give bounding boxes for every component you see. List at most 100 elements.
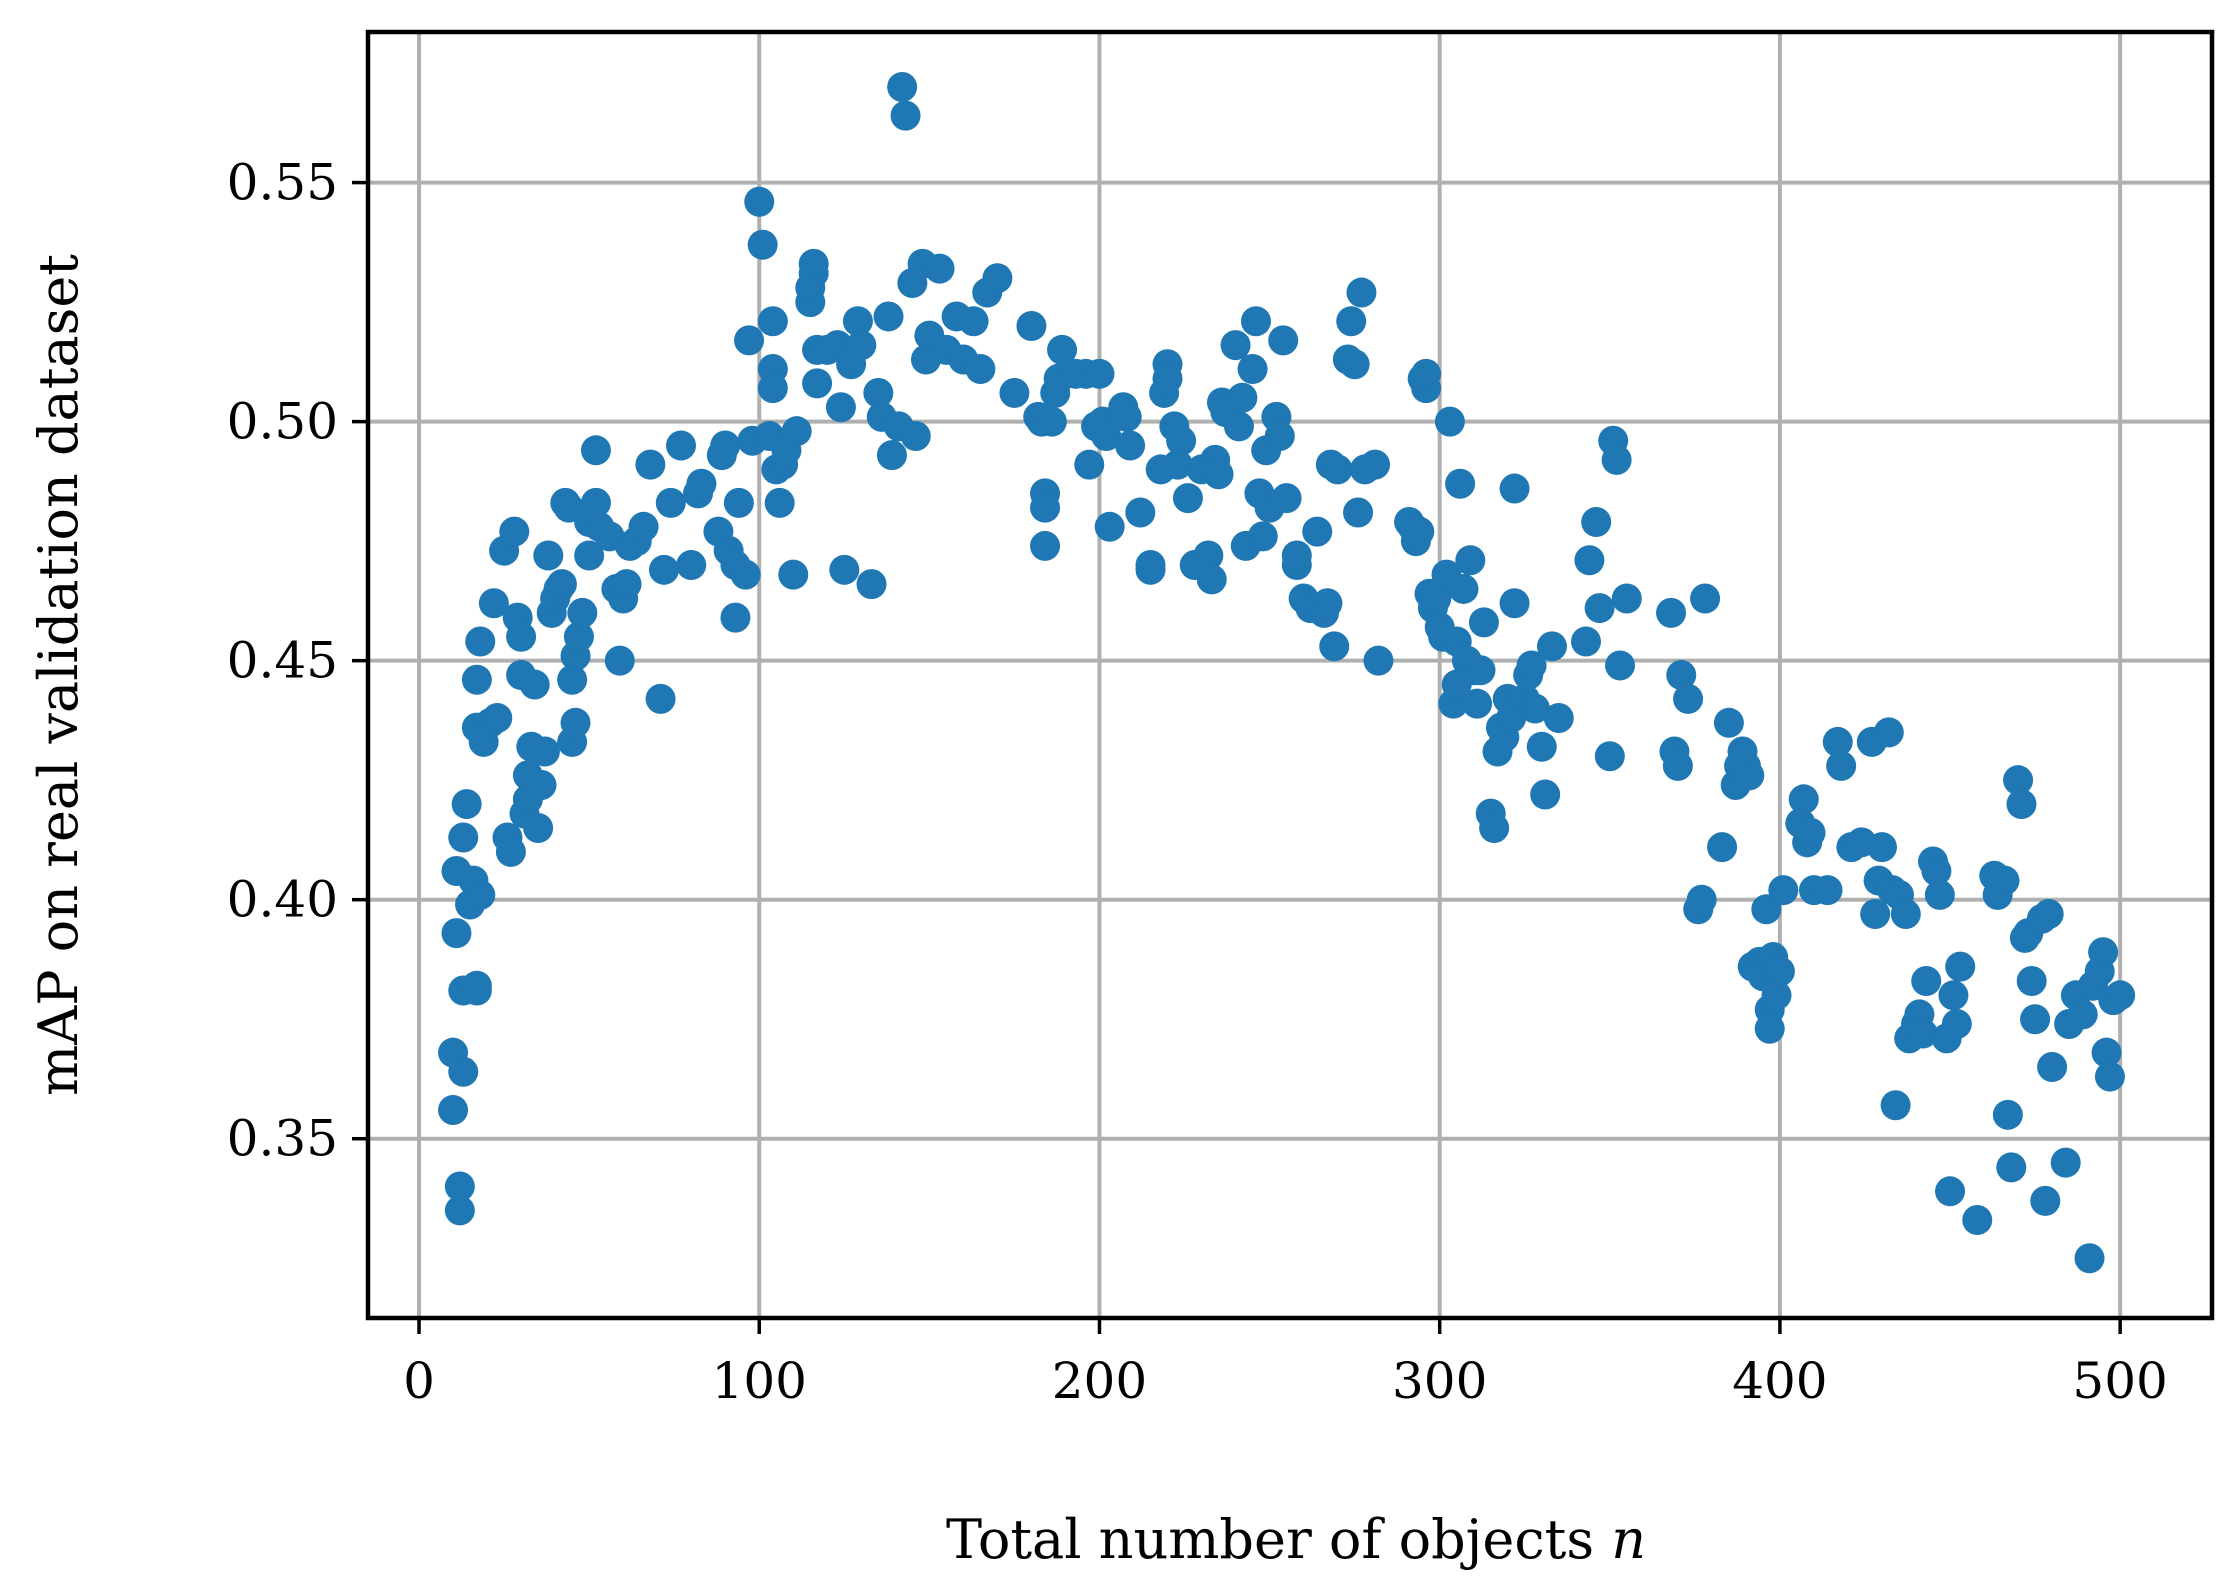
data-point <box>842 306 873 337</box>
data-point <box>1319 631 1350 662</box>
data-point <box>628 511 659 542</box>
data-point <box>499 516 530 547</box>
data-point <box>1135 554 1166 585</box>
data-point <box>1996 1152 2027 1183</box>
data-point <box>1312 588 1343 619</box>
data-point <box>1812 875 1843 906</box>
data-point <box>1411 358 1442 389</box>
data-point <box>560 707 591 738</box>
data-point <box>1264 420 1295 451</box>
data-point <box>1890 899 1921 930</box>
data-point <box>1479 812 1510 843</box>
data-point <box>580 487 611 518</box>
data-point <box>465 626 496 657</box>
data-point <box>676 550 707 581</box>
data-point <box>1992 1099 2023 1130</box>
data-point <box>1302 516 1333 547</box>
data-point <box>645 683 676 714</box>
data-point <box>1911 965 1942 996</box>
x-tick-label: 200 <box>1052 1352 1147 1410</box>
data-point <box>1594 741 1625 772</box>
data-point <box>648 554 679 585</box>
data-point <box>1907 1018 1938 1049</box>
data-point <box>604 645 635 676</box>
data-point <box>1237 354 1268 385</box>
data-point <box>764 487 795 518</box>
y-tick-label: 0.35 <box>227 1110 338 1168</box>
data-point <box>2006 789 2037 820</box>
data-point <box>1346 277 1377 308</box>
data-point <box>1751 894 1782 925</box>
data-point <box>1240 306 1271 337</box>
data-point <box>1196 564 1227 595</box>
data-point <box>1656 597 1687 628</box>
data-point <box>1866 832 1897 863</box>
data-point <box>1363 645 1394 676</box>
data-point <box>863 377 894 408</box>
data-point <box>1220 330 1251 361</box>
data-point <box>856 569 887 600</box>
data-point <box>781 416 812 447</box>
data-point <box>778 559 809 590</box>
data-point <box>1734 760 1765 791</box>
data-point <box>1570 626 1601 657</box>
data-point <box>1111 401 1142 432</box>
data-point <box>482 703 513 734</box>
data-point <box>526 769 557 800</box>
data-point <box>1281 540 1312 571</box>
data-point <box>1924 879 1955 910</box>
data-point <box>1686 884 1717 915</box>
data-point <box>465 879 496 910</box>
data-point <box>1421 583 1452 614</box>
data-point <box>686 468 717 499</box>
data-point <box>1666 660 1697 690</box>
data-point <box>924 253 955 284</box>
data-point <box>1938 980 1969 1011</box>
data-point <box>1530 779 1561 810</box>
data-point <box>1945 951 1976 982</box>
data-point <box>1016 311 1047 342</box>
data-point <box>1227 382 1258 413</box>
data-point <box>1047 334 1078 365</box>
data-point <box>1584 593 1615 624</box>
data-point <box>757 306 788 337</box>
data-point <box>747 229 778 260</box>
data-point <box>1036 406 1067 437</box>
data-point <box>441 918 472 949</box>
data-point <box>529 736 560 767</box>
data-point <box>1860 899 1891 930</box>
data-point <box>1795 817 1826 848</box>
data-point <box>1091 420 1122 451</box>
data-point <box>710 430 741 461</box>
data-point <box>533 540 564 571</box>
data-point <box>802 368 833 399</box>
data-point <box>1707 832 1738 863</box>
data-point <box>519 669 550 700</box>
data-point <box>1125 497 1156 528</box>
data-point <box>1468 607 1499 638</box>
data-point <box>1516 650 1547 681</box>
x-axis-label-variable: n <box>1611 1508 1646 1571</box>
data-point <box>1543 703 1574 734</box>
data-point <box>730 559 761 590</box>
data-point <box>887 71 918 102</box>
data-point <box>2094 1061 2125 1092</box>
data-point <box>1611 583 1642 614</box>
x-axis-label: Total number of objects n <box>946 1508 1646 1571</box>
data-point <box>451 789 482 820</box>
data-point <box>1322 454 1353 485</box>
data-point <box>1761 980 1792 1011</box>
data-point <box>2091 1037 2122 1068</box>
data-point <box>478 588 509 619</box>
data-point <box>1673 683 1704 714</box>
y-tick-label: 0.40 <box>227 871 338 929</box>
data-point <box>448 822 479 853</box>
data-point <box>1193 540 1224 571</box>
data-point <box>2105 980 2136 1011</box>
data-point <box>720 602 751 633</box>
data-point <box>635 449 666 480</box>
data-point <box>438 1095 469 1126</box>
data-point <box>1499 473 1530 504</box>
data-point <box>1601 444 1632 475</box>
